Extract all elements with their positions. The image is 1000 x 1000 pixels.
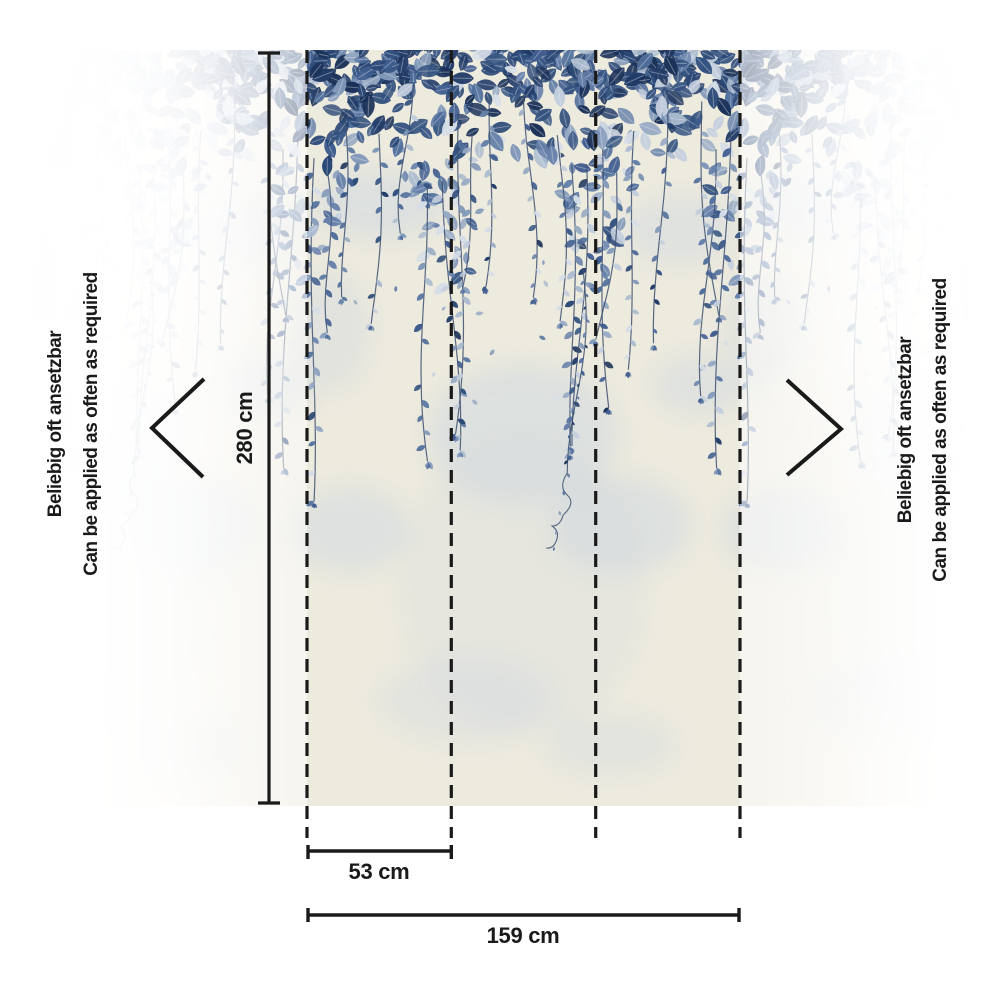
height-label: 280 cm <box>232 391 257 465</box>
side-note-german-left: Beliebig oft ansetzbar <box>45 330 66 518</box>
side-note-german-right: Beliebig oft ansetzbar <box>895 336 916 524</box>
height-dimension-line <box>258 51 280 805</box>
side-note-english-left: Can be applied as often as required <box>81 272 102 576</box>
annotation-layer <box>149 50 845 922</box>
top-left-corner-fade <box>30 50 307 480</box>
panel-width-dimension-line <box>306 845 453 859</box>
top-right-corner-fade <box>740 50 970 480</box>
side-note-english-right: Can be applied as often as required <box>930 278 951 582</box>
panel-width-label: 53 cm <box>348 859 410 884</box>
repeat-chevron-left-icon <box>149 377 206 479</box>
repeat-chevron-right-icon <box>785 378 845 477</box>
total-width-dimension-line <box>306 908 741 922</box>
total-width-label: 159 cm <box>486 923 560 948</box>
